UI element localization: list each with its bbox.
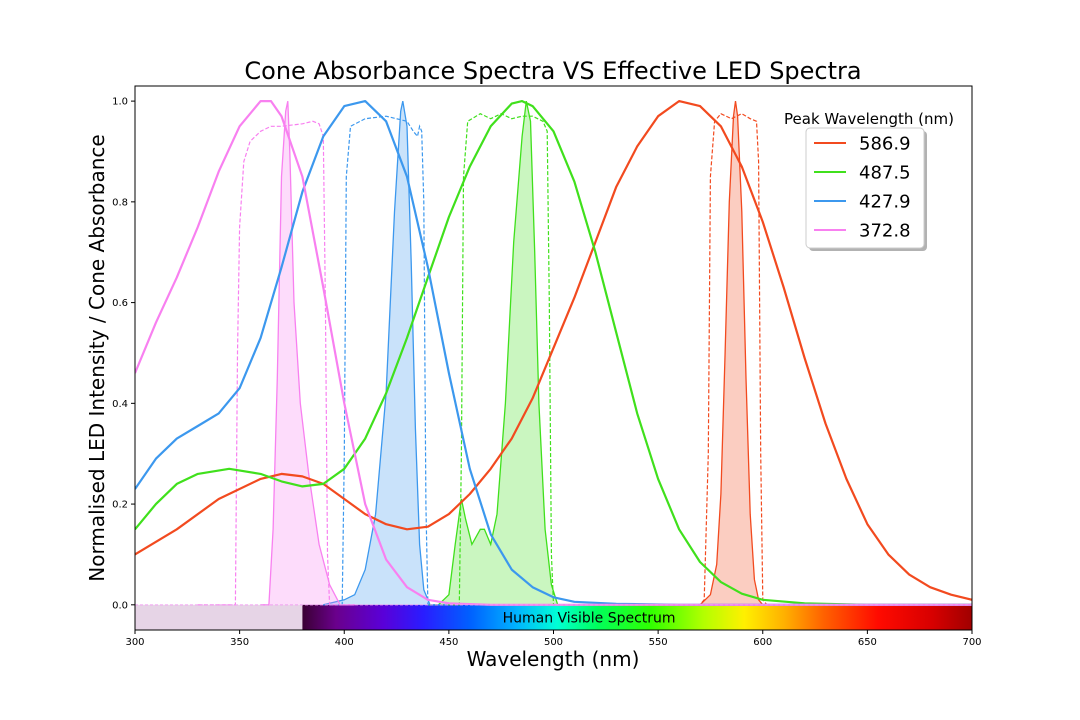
- led-spectrum-line-2: [323, 100, 449, 606]
- cone-absorbance-lines: [135, 100, 972, 606]
- x-axis-title: Wavelength (nm): [467, 647, 640, 671]
- visible-spectrum-band: [302, 604, 972, 630]
- y-tick-label-0.8: 0.8: [112, 197, 128, 208]
- led-spectrum-fill-1: [438, 101, 575, 605]
- legend-label-0: 586.9: [859, 134, 911, 155]
- x-tick-label-300: 300: [125, 637, 144, 648]
- legend-label-3: 372.8: [859, 221, 911, 242]
- x-tick-label-550: 550: [649, 637, 668, 648]
- led-spectrum-fill-0: [679, 101, 784, 605]
- led-spectrum-fill-3: [260, 101, 355, 605]
- x-tick-label-400: 400: [335, 637, 354, 648]
- y-axis: 0.0 0.2 0.4 0.6 0.8 1.0: [112, 97, 135, 611]
- cone-absorbance-line-2: [135, 100, 972, 606]
- x-tick-label-450: 450: [439, 637, 458, 648]
- ultraviolet-band: [135, 604, 303, 630]
- cone-absorbance-line-3: [135, 100, 972, 606]
- y-tick-label-0: 0.0: [112, 600, 128, 611]
- filter-transmission-line-2: [323, 115, 449, 606]
- cone-absorbance-line-1: [135, 100, 972, 606]
- filter-transmission-line-3: [197, 120, 345, 606]
- legend-label-2: 427.9: [859, 192, 911, 213]
- y-axis-title: Normalised LED Intensity / Cone Absorban…: [85, 134, 109, 581]
- x-tick-label-650: 650: [858, 637, 877, 648]
- y-tick-label-0.6: 0.6: [112, 298, 128, 309]
- x-tick-label-600: 600: [753, 637, 772, 648]
- legend-box: [805, 127, 925, 249]
- y-tick-label-0.4: 0.4: [112, 399, 128, 410]
- y-tick-label-1: 1.0: [112, 97, 128, 108]
- legend: Peak Wavelength (nm) 586.9 487.5 427.9 372.…: [784, 110, 954, 251]
- led-spectrum-line-1: [437, 100, 575, 606]
- x-tick-label-350: 350: [230, 637, 249, 648]
- chart-title: Cone Absorbance Spectra VS Effective LED…: [244, 57, 861, 85]
- cone-absorbance-line-0: [135, 100, 972, 601]
- visible-spectrum-label: Human Visible Spectrum: [503, 610, 676, 626]
- legend-label-1: 487.5: [859, 163, 911, 184]
- x-tick-label-500: 500: [544, 637, 563, 648]
- spectrum-band: Human Visible Spectrum: [135, 604, 972, 630]
- filter-transmission-lines: [197, 112, 972, 606]
- legend-title: Peak Wavelength (nm): [784, 110, 954, 128]
- y-tick-label-0.2: 0.2: [112, 500, 128, 511]
- x-tick-label-700: 700: [962, 637, 981, 648]
- led-spectrum-fill-2: [323, 101, 449, 605]
- legend-entries: 586.9 487.5 427.9 372.8: [814, 134, 911, 242]
- filter-transmission-line-1: [427, 113, 596, 606]
- filter-transmission-line-0: [679, 112, 972, 606]
- x-axis: 300 350 400 450 500 550 600 650 700: [125, 630, 982, 648]
